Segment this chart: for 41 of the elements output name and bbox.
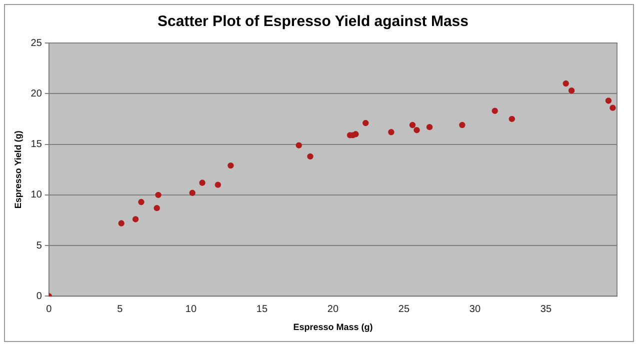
x-tick-label: 0	[46, 304, 52, 315]
point	[414, 127, 420, 134]
y-tick-label: 10	[30, 190, 42, 201]
x-tick-label: 15	[256, 304, 268, 315]
point	[352, 131, 359, 138]
point	[610, 104, 616, 111]
y-tick-label: 15	[30, 139, 42, 150]
point	[307, 153, 314, 160]
point	[388, 129, 394, 136]
x-tick-label: 5	[117, 304, 124, 315]
point	[296, 142, 302, 148]
point	[214, 182, 222, 188]
x-axis-title: Espresso Mass (g)	[293, 322, 373, 332]
point	[132, 216, 139, 222]
y-tick-label: 0	[36, 290, 42, 302]
point	[409, 122, 416, 128]
y-axis-title: Espresso Yield (g)	[12, 130, 23, 209]
point	[605, 98, 612, 104]
chart-title: Scatter Plot of Espresso Yield against Mass	[158, 13, 468, 30]
y-tick-label: 20	[30, 88, 42, 100]
point	[562, 80, 569, 87]
y-tick-label: 25	[30, 38, 42, 49]
point	[492, 108, 498, 114]
x-tick-label: 30	[469, 304, 481, 315]
x-tick-label: 35	[540, 304, 552, 315]
point	[426, 124, 433, 130]
point	[154, 204, 160, 212]
point	[228, 162, 234, 169]
point	[568, 88, 575, 94]
point	[189, 190, 196, 196]
x-tick-label: 20	[327, 304, 339, 315]
point	[362, 120, 369, 126]
x-tick-label: 10	[185, 304, 197, 315]
point	[118, 220, 124, 226]
point	[138, 198, 144, 206]
x-tick-label: 25	[398, 304, 410, 315]
point	[155, 192, 162, 198]
point	[508, 116, 516, 122]
y-tick-label: 5	[36, 240, 42, 252]
point	[199, 180, 206, 186]
point	[459, 122, 466, 128]
